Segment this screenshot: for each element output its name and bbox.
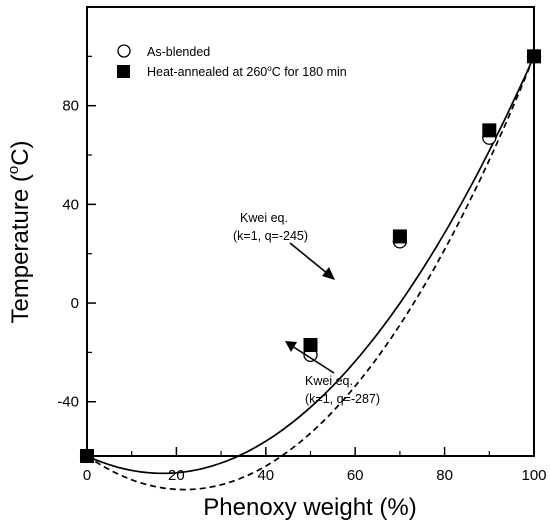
- legend-marker-as-blended: [117, 44, 131, 58]
- heat-annealed-point: [80, 449, 94, 463]
- heat-annealed-point: [303, 337, 318, 352]
- annotation-fit-2-arrow: [291, 345, 335, 374]
- y-tick-label: -40: [57, 394, 79, 411]
- legend-label-heat-annealed: Heat-annealed at 260oC for 180 min: [147, 64, 347, 79]
- annotation-fit-1-line2: (k=1, q=-245): [233, 229, 308, 243]
- legend-label-as-blended: As-blended: [147, 45, 210, 59]
- legend-marker-heat-annealed: [117, 65, 130, 78]
- x-tick-label: 20: [168, 467, 185, 484]
- y-tick-label: 80: [62, 98, 79, 115]
- legend: As-blended Heat-annealed at 260oC for 18…: [117, 44, 347, 79]
- kwei-fit-curve-2: [86, 55, 535, 491]
- x-tick-label: 100: [521, 467, 546, 484]
- y-axis-title-superscript: o: [5, 166, 22, 174]
- y-tick-label: 0: [71, 295, 79, 312]
- x-tick-label: 0: [83, 467, 91, 484]
- annotation-fit-2-arrowhead: [285, 341, 297, 352]
- x-tick-label: 80: [436, 467, 453, 484]
- kwei-fit-curve-1: [86, 55, 535, 475]
- annotation-fit-2-line2: (k=1, q=-287): [305, 392, 380, 406]
- y-axis-title: Temperature (oC): [5, 140, 34, 323]
- heat-annealed-point: [482, 123, 497, 138]
- annotation-fit-1: Kwei eq. (k=1, q=-245): [233, 211, 335, 280]
- annotation-fit-2-line1: Kwei eq.: [305, 374, 353, 388]
- x-tick-label: 40: [257, 467, 274, 484]
- annotation-fit-1-arrowhead: [322, 267, 335, 280]
- y-tick-label: 40: [62, 196, 79, 213]
- heat-annealed-point: [527, 49, 541, 64]
- x-axis-title: Phenoxy weight (%): [203, 494, 416, 521]
- heat-annealed-point: [392, 229, 407, 244]
- annotation-fit-1-arrow: [289, 242, 329, 275]
- x-tick-label: 60: [347, 467, 364, 484]
- annotation-fit-1-line1: Kwei eq.: [240, 211, 288, 225]
- annotation-fit-2: Kwei eq. (k=1, q=-287): [285, 341, 380, 406]
